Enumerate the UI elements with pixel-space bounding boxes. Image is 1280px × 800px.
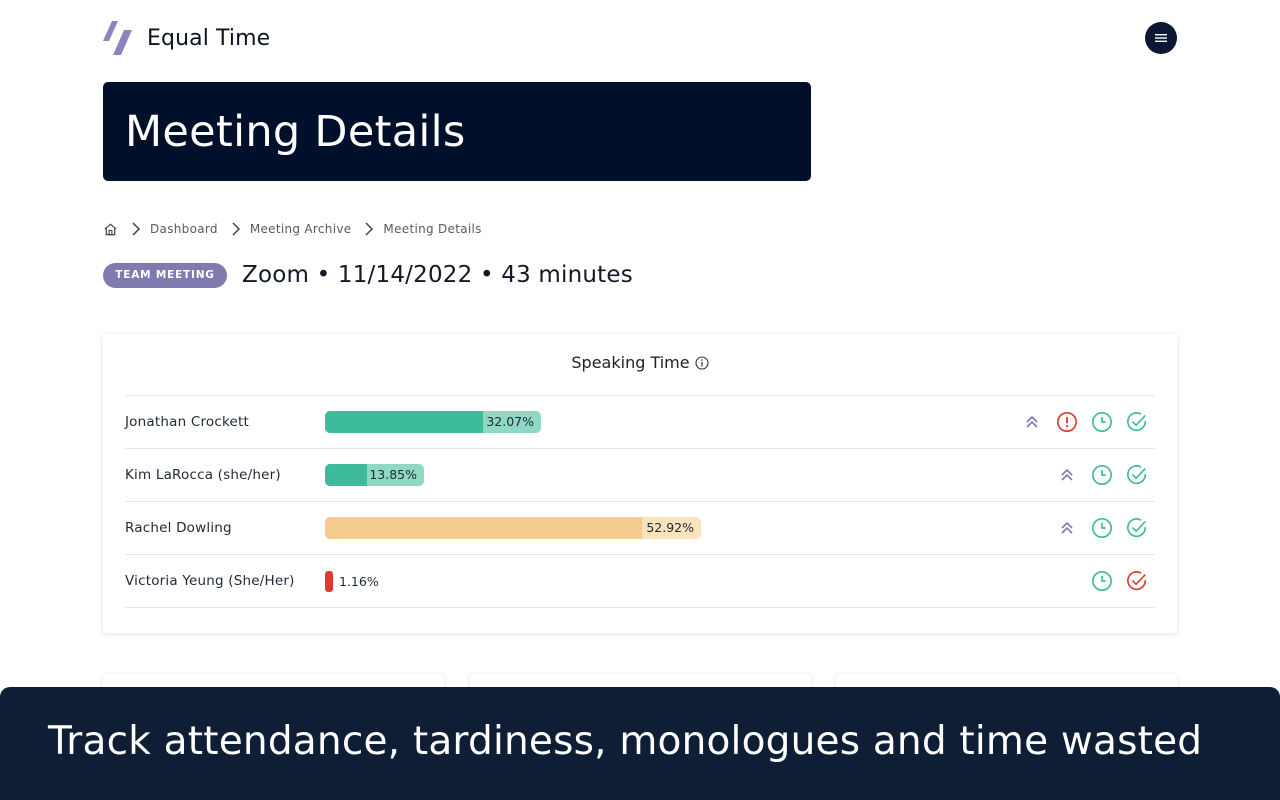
- chevron-right-icon: [230, 222, 242, 236]
- speaking-bar-fill: [325, 464, 367, 486]
- clock-icon[interactable]: [1090, 516, 1114, 540]
- title-banner: Meeting Details: [103, 82, 811, 181]
- speaking-bar-fill: [325, 411, 483, 433]
- clock-icon[interactable]: [1090, 463, 1114, 487]
- card-title: Speaking Time: [103, 353, 1177, 372]
- participant-name: Jonathan Crockett: [125, 414, 250, 430]
- check-circle-red-icon[interactable]: [1125, 569, 1149, 593]
- speaking-percent: 32.07%: [486, 414, 534, 429]
- participant-row: Victoria Yeung (She/Her) 1.16%: [125, 555, 1155, 608]
- check-circle-icon[interactable]: [1125, 410, 1149, 434]
- speaking-bar: 32.07%: [325, 411, 541, 433]
- alert-circle-icon[interactable]: [1055, 410, 1079, 434]
- check-circle-icon[interactable]: [1125, 516, 1149, 540]
- brand[interactable]: Equal Time: [103, 21, 270, 55]
- page-title: Meeting Details: [125, 106, 466, 157]
- speaking-bar: 13.85%: [325, 464, 424, 486]
- info-icon[interactable]: [695, 355, 709, 370]
- caption-text: Track attendance, tardiness, monologues …: [48, 719, 1203, 764]
- chevrons-up-icon[interactable]: [1055, 463, 1079, 487]
- breadcrumb: Dashboard Meeting Archive Meeting Detail…: [103, 219, 486, 239]
- brand-slashes-icon: [103, 21, 132, 55]
- chevrons-up-icon[interactable]: [1020, 410, 1044, 434]
- breadcrumb-dashboard[interactable]: Dashboard: [150, 222, 218, 236]
- brand-name: Equal Time: [147, 25, 271, 51]
- row-actions: [1020, 410, 1149, 434]
- chevron-right-icon: [130, 222, 142, 236]
- participant-row: Jonathan Crockett 32.07%: [125, 396, 1155, 449]
- breadcrumb-meeting-archive[interactable]: Meeting Archive: [249, 222, 352, 236]
- participant-row: Rachel Dowling 52.92%: [125, 502, 1155, 555]
- speaking-percent: 1.16%: [339, 574, 379, 589]
- row-actions: [1090, 569, 1149, 593]
- meeting-meta: TEAM MEETING Zoom • 11/14/2022 • 43 minu…: [103, 262, 633, 288]
- feature-caption: Track attendance, tardiness, monologues …: [0, 687, 1280, 800]
- participant-name: Rachel Dowling: [125, 520, 232, 536]
- clock-icon[interactable]: [1090, 410, 1114, 434]
- meeting-summary: Zoom • 11/14/2022 • 43 minutes: [242, 262, 633, 288]
- participant-list: Jonathan Crockett 32.07%: [125, 395, 1155, 608]
- chevrons-up-icon[interactable]: [1055, 516, 1079, 540]
- speaking-percent: 13.85%: [369, 467, 417, 482]
- check-circle-icon[interactable]: [1125, 463, 1149, 487]
- speaking-bar: 1.16%: [325, 571, 379, 592]
- participant-name: Victoria Yeung (She/Her): [125, 573, 295, 589]
- row-actions: [1055, 516, 1149, 540]
- speaking-time-card: Speaking Time Jonathan Crockett 32.07%: [103, 334, 1177, 633]
- meeting-type-badge: TEAM MEETING: [103, 262, 227, 288]
- chevron-right-icon: [363, 222, 375, 236]
- menu-button[interactable]: [1145, 22, 1177, 54]
- clock-icon[interactable]: [1090, 569, 1114, 593]
- speaking-bar-fill: [325, 571, 333, 592]
- participant-name: Kim LaRocca (she/her): [125, 467, 281, 483]
- hamburger-menu-icon: [1155, 34, 1167, 42]
- speaking-bar: 52.92%: [325, 517, 701, 539]
- speaking-percent: 52.92%: [646, 520, 694, 535]
- top-bar: Equal Time: [103, 20, 1177, 56]
- card-title-text: Speaking Time: [571, 353, 690, 372]
- breadcrumb-meeting-details: Meeting Details: [383, 222, 482, 236]
- home-icon[interactable]: [103, 222, 118, 237]
- row-actions: [1055, 463, 1149, 487]
- speaking-bar-fill: [325, 517, 642, 539]
- participant-row: Kim LaRocca (she/her) 13.85%: [125, 449, 1155, 502]
